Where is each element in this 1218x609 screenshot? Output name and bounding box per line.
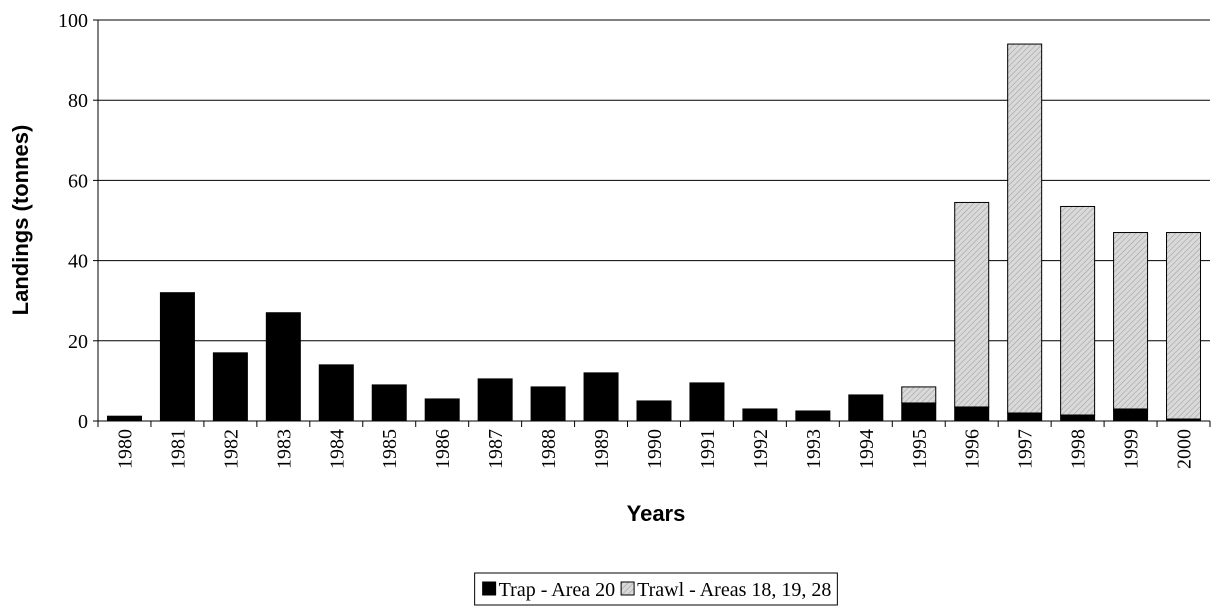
x-tick-label: 1981 [167,429,189,469]
x-tick-label: 1994 [856,429,878,469]
legend-box [474,572,838,606]
bar-segment [212,352,248,422]
y-tick-label: 80 [68,90,88,112]
bar-segment [530,386,566,422]
y-tick-label: 100 [58,10,88,32]
x-tick-label: 1986 [432,429,454,469]
y-tick-label: 20 [68,331,88,353]
x-tick-label: 1985 [379,429,401,469]
legend-swatch [620,581,635,596]
bar-segment [901,402,937,422]
bar-segment [1113,408,1149,422]
bar-segment [106,415,142,422]
bar-segment [159,292,195,422]
bar-segment [1166,232,1202,420]
y-tick-label: 0 [78,411,88,433]
legend-swatch [482,581,497,596]
bar-segment [1060,414,1096,422]
x-tick-label: 1997 [1015,429,1037,469]
x-tick-label: 1983 [273,429,295,469]
bar-segment [636,400,672,422]
x-tick-label: 1984 [326,429,348,469]
bar-segment [583,372,619,422]
y-tick-label: 40 [68,251,88,273]
bar-segment [954,406,990,422]
x-tick-label: 2000 [1174,429,1196,469]
x-tick-label: 1987 [485,429,507,469]
x-tick-label: 1998 [1068,429,1090,469]
bar-segment [1113,232,1149,410]
bar-segment [689,382,725,422]
y-axis-title: Landings (tonnes) [8,125,33,316]
bar-segment [795,410,831,422]
bar-segment [1060,205,1096,416]
bar-segment [265,312,301,422]
x-tick-label: 1995 [909,429,931,469]
x-tick-label: 1992 [750,429,772,469]
bar-segment [954,201,990,408]
legend-label: Trap - Area 20 [499,579,615,601]
x-tick-label: 1990 [644,429,666,469]
bar-segment [742,408,778,422]
x-tick-label: 1993 [803,429,825,469]
x-tick-label: 1996 [962,429,984,469]
bar-segment [1007,412,1043,422]
bar-segment [318,364,354,422]
legend-label: Trawl - Areas 18, 19, 28 [637,579,831,601]
bar-segment [901,386,937,404]
y-tick-label: 60 [68,170,88,192]
bar-segment [371,384,407,422]
bar-segment [1007,43,1043,414]
x-tick-label: 1991 [697,429,719,469]
x-tick-label: 1999 [1121,429,1143,469]
x-tick-label: 1989 [591,429,613,469]
bar-segment [424,398,460,422]
x-axis-title: Years [627,501,686,526]
bar-segment [477,378,513,422]
bar-segment [848,394,884,422]
x-tick-label: 1982 [220,429,242,469]
x-tick-label: 1988 [538,429,560,469]
x-tick-label: 1980 [114,429,136,469]
